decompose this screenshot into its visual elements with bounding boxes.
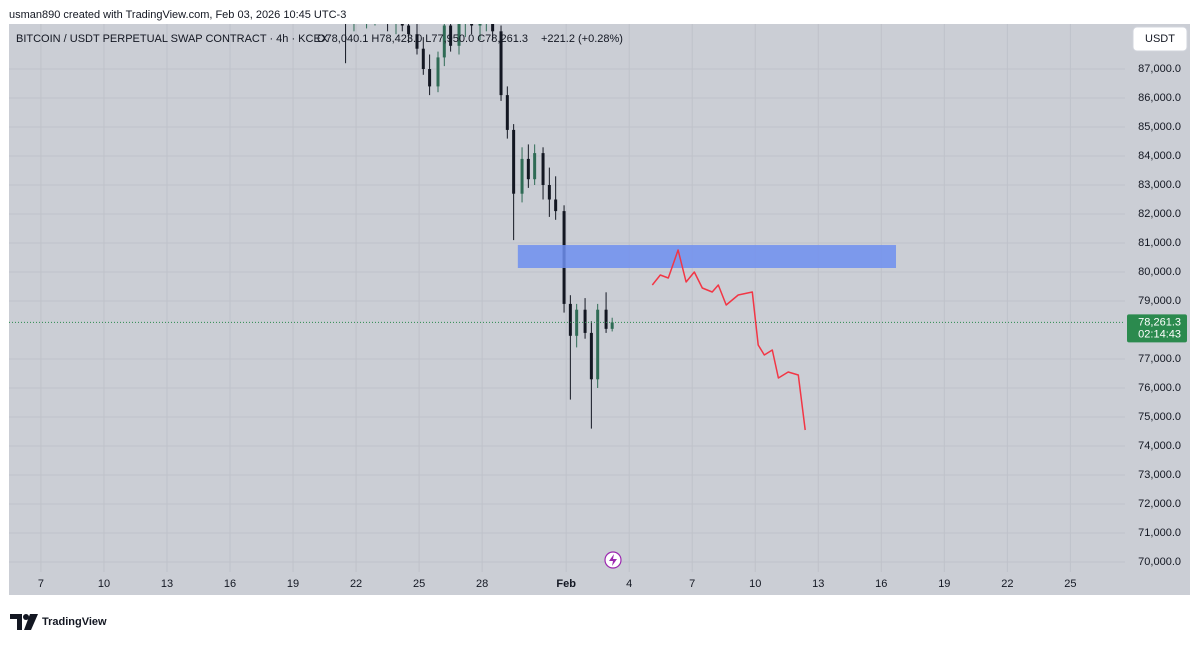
lightning-icon[interactable] bbox=[604, 551, 622, 569]
supply-zone bbox=[517, 245, 897, 269]
x-tick-label: 19 bbox=[938, 578, 950, 590]
candle-body bbox=[436, 57, 440, 87]
candle-body bbox=[541, 153, 545, 186]
candle-body bbox=[442, 25, 446, 58]
y-tick-label: 71,000.0 bbox=[1138, 527, 1181, 539]
candle-body bbox=[512, 129, 516, 194]
candle-body bbox=[520, 158, 524, 194]
x-tick-label: 10 bbox=[749, 578, 761, 590]
x-tick-label: 28 bbox=[476, 578, 488, 590]
candle-body bbox=[449, 25, 453, 46]
candle-body bbox=[380, 2, 383, 14]
credit: usman890 created with TradingView.com, F… bbox=[9, 9, 346, 21]
x-tick-label: 7 bbox=[689, 578, 695, 590]
candle-body bbox=[386, 14, 389, 23]
grid bbox=[9, 24, 1125, 572]
labels: 70,000.0 71,000.0 72,000.0 73,000.0 74,000.0… bbox=[38, 63, 1187, 590]
currency-button[interactable] bbox=[1132, 26, 1188, 52]
ohlc: O78,040.1 H78,423.0 L77,950.0 C78,261.3 bbox=[317, 33, 528, 45]
candle-body bbox=[568, 303, 572, 336]
y-tick-label: 86,000.0 bbox=[1138, 92, 1181, 104]
candle-body bbox=[457, 24, 461, 46]
x-tick-label: 22 bbox=[350, 578, 362, 590]
countdown-label: 02:14:43 bbox=[1138, 328, 1181, 340]
x-tick-label: 25 bbox=[413, 578, 425, 590]
candle-body bbox=[533, 153, 537, 180]
y-tick-label: 75,000.0 bbox=[1138, 411, 1181, 423]
candle-body bbox=[365, 11, 368, 17]
y-tick-label: 77,000.0 bbox=[1138, 353, 1181, 365]
y-tick-label: 73,000.0 bbox=[1138, 469, 1181, 481]
y-tick-label: 72,000.0 bbox=[1138, 498, 1181, 510]
symbol-title: BITCOIN / USDT PERPETUAL SWAP CONTRACT ·… bbox=[16, 33, 329, 45]
x-tick-label: 22 bbox=[1001, 578, 1013, 590]
candle-body bbox=[373, 2, 376, 11]
currency-label: USDT bbox=[1145, 33, 1175, 45]
candle-body bbox=[554, 199, 558, 212]
y-tick-label: 83,000.0 bbox=[1138, 179, 1181, 191]
projection-line bbox=[651, 249, 806, 431]
candle-body bbox=[596, 309, 600, 380]
plot-background bbox=[9, 24, 1190, 595]
change: +221.2 (+0.28%) bbox=[541, 33, 623, 45]
candle-body bbox=[407, 25, 411, 35]
y-tick-label: 76,000.0 bbox=[1138, 382, 1181, 394]
candle-body bbox=[415, 34, 419, 49]
candle-body bbox=[589, 332, 593, 380]
candle-body bbox=[526, 158, 530, 180]
candle-body bbox=[464, 14, 467, 23]
x-tick-label: 13 bbox=[161, 578, 173, 590]
x-tick-label: Feb bbox=[556, 578, 576, 590]
candle-body bbox=[604, 309, 608, 329]
x-tick-label: 25 bbox=[1064, 578, 1076, 590]
x-tick-label: 4 bbox=[626, 578, 632, 590]
y-tick-label: 84,000.0 bbox=[1138, 150, 1181, 162]
candle-body bbox=[421, 48, 425, 70]
candle-body bbox=[428, 69, 432, 87]
y-tick-label: 81,000.0 bbox=[1138, 237, 1181, 249]
x-tick-label: 13 bbox=[812, 578, 824, 590]
marks bbox=[9, 2, 1125, 431]
candle-body bbox=[478, 24, 482, 26]
last-price-label: 78,261.3 bbox=[1138, 316, 1181, 328]
candle-body bbox=[352, 8, 355, 14]
y-tick-label: 79,000.0 bbox=[1138, 295, 1181, 307]
candle-body bbox=[470, 24, 474, 26]
last-price-box bbox=[1127, 314, 1187, 343]
candle-body bbox=[491, 24, 495, 32]
y-tick-label: 85,000.0 bbox=[1138, 121, 1181, 133]
brand-name: TradingView bbox=[42, 616, 107, 628]
candle-body bbox=[610, 322, 614, 329]
brand-logo bbox=[10, 614, 38, 630]
x-tick-label: 7 bbox=[38, 578, 44, 590]
candle-body bbox=[499, 31, 503, 96]
x-tick-label: 10 bbox=[98, 578, 110, 590]
y-tick-label: 80,000.0 bbox=[1138, 266, 1181, 278]
candle-body bbox=[547, 185, 551, 200]
y-tick-label: 82,000.0 bbox=[1138, 208, 1181, 220]
candle-body bbox=[485, 11, 488, 17]
candle-body bbox=[359, 8, 362, 17]
y-tick-label: 74,000.0 bbox=[1138, 440, 1181, 452]
x-tick-label: 16 bbox=[875, 578, 887, 590]
candle-body bbox=[505, 95, 509, 130]
y-tick-label: 87,000.0 bbox=[1138, 63, 1181, 75]
x-tick-label: 19 bbox=[287, 578, 299, 590]
y-tick-label: 70,000.0 bbox=[1138, 556, 1181, 568]
candle-body bbox=[394, 17, 397, 23]
candle-body bbox=[583, 309, 587, 333]
x-tick-label: 16 bbox=[224, 578, 236, 590]
candle-body bbox=[400, 24, 404, 26]
